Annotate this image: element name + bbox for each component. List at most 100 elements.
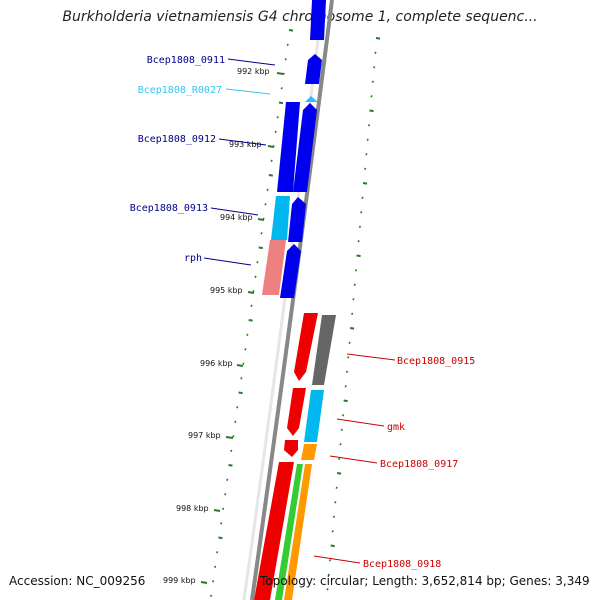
ring-tick	[331, 530, 334, 533]
ring-tick	[373, 66, 376, 69]
kbp-label: 995 kbp	[210, 286, 243, 295]
gene-feature-rph[interactable]	[262, 240, 286, 295]
ring-tick	[369, 109, 374, 113]
gene-label-rph[interactable]: rph	[184, 253, 202, 264]
ring-tick	[344, 385, 347, 388]
ring-tick	[360, 211, 363, 214]
gene-feature-long-red[interactable]	[254, 462, 294, 600]
ring-tick	[326, 588, 329, 591]
gene-feature-long-green[interactable]	[275, 464, 303, 600]
gene-feature-0915a[interactable]	[294, 313, 318, 381]
ring-tick	[242, 362, 245, 366]
leader-0915	[346, 353, 396, 361]
ring-tick	[260, 232, 263, 235]
gene-feature-0913b[interactable]	[288, 197, 306, 242]
ring-tick	[256, 261, 259, 264]
kbp-label: 994 kbp	[220, 213, 253, 222]
map-title: Burkholderia vietnamiensis G4 chromosome…	[62, 9, 538, 25]
ring-tick	[339, 443, 342, 446]
ring-tick	[288, 29, 294, 32]
ring-tick	[351, 312, 354, 316]
ring-tick	[234, 420, 237, 424]
gene-label-0913[interactable]: Bcep1808_0913	[130, 203, 208, 214]
kbp-tick	[236, 364, 244, 367]
ring-tick	[266, 188, 269, 192]
ring-tick	[211, 580, 215, 583]
kbp-tick	[225, 436, 234, 439]
gene-label-0915[interactable]: Bcep1808_0915	[397, 356, 475, 367]
kbp-label: 999 kbp	[163, 576, 196, 585]
ring-tick	[371, 80, 374, 84]
ring-tick	[345, 370, 349, 374]
ring-tick	[348, 341, 351, 345]
leader-0912	[218, 138, 267, 146]
gene-feature-0911[interactable]	[305, 54, 322, 84]
ring-tick	[230, 449, 233, 453]
ring-tick	[329, 559, 332, 562]
ring-tick	[270, 159, 273, 163]
ring-tick	[362, 182, 368, 185]
ring-tick	[343, 399, 348, 403]
ring-tick	[236, 406, 239, 409]
gene-feature-0917a[interactable]	[284, 440, 298, 457]
leader-0918	[313, 555, 361, 564]
ring-tick	[340, 428, 343, 432]
gene-feature-R0027[interactable]	[305, 96, 318, 102]
kbp-label: 992 kbp	[237, 67, 270, 76]
leader-0917	[329, 455, 378, 464]
gene-label-0911[interactable]: Bcep1808_0911	[147, 55, 225, 66]
ring-tick	[332, 515, 336, 519]
ring-tick	[365, 153, 368, 156]
ring-tick	[358, 225, 362, 229]
gene-feature-gmk-a[interactable]	[287, 388, 306, 436]
ring-tick	[284, 58, 287, 61]
gene-feature-0912a[interactable]	[277, 102, 300, 192]
ring-tick	[286, 43, 289, 47]
leader-rph	[203, 257, 252, 266]
ring-tick	[250, 304, 253, 308]
gene-label-gmk[interactable]: gmk	[387, 422, 405, 433]
gene-feature-long-orange[interactable]	[284, 464, 312, 600]
kbp-tick	[257, 218, 265, 221]
kbp-label: 998 kbp	[176, 504, 209, 513]
leader-R0027	[225, 88, 271, 95]
ring-tick	[232, 435, 235, 438]
kbp-label: 997 kbp	[188, 431, 221, 440]
gene-feature-gmk-b[interactable]	[304, 390, 324, 442]
ring-tick	[334, 501, 337, 504]
gene-label-0918[interactable]: Bcep1808_0918	[363, 559, 441, 570]
ring-tick	[220, 522, 223, 525]
ring-tick	[282, 72, 285, 76]
ring-tick	[357, 240, 360, 243]
ring-tick	[353, 283, 356, 287]
ring-tick	[363, 167, 367, 171]
ring-tick	[209, 594, 213, 598]
ring-tick	[347, 356, 350, 359]
ring-tick	[246, 333, 249, 337]
ring-tick	[226, 478, 229, 482]
kbp-tick-marks	[200, 72, 284, 584]
gene-feature-0912b[interactable]	[293, 103, 317, 192]
leader-gmk	[336, 418, 385, 427]
left-leaders	[203, 58, 276, 266]
ring-tick	[370, 95, 373, 98]
kbp-tick	[267, 145, 275, 148]
gene-feature-0911-top[interactable]	[310, 0, 326, 40]
gene-label-0912[interactable]: Bcep1808_0912	[138, 134, 216, 145]
ring-tick	[254, 275, 257, 279]
ring-tick	[248, 319, 253, 322]
ring-tick	[224, 493, 227, 496]
gene-feature-0915b[interactable]	[312, 315, 336, 385]
gene-label-0917[interactable]: Bcep1808_0917	[380, 459, 458, 470]
kbp-tick	[247, 291, 255, 294]
ring-tick	[354, 269, 358, 272]
gene-feature-0913a[interactable]	[271, 196, 290, 240]
ring-tick	[278, 101, 284, 105]
ring-tick	[366, 138, 369, 142]
ring-tick	[356, 254, 361, 258]
gene-feature-rph-b[interactable]	[280, 244, 301, 298]
gene-feature-0917b[interactable]	[301, 444, 317, 460]
gene-label-R0027[interactable]: Bcep1808_R0027	[138, 85, 222, 96]
ring-tick	[338, 457, 341, 461]
